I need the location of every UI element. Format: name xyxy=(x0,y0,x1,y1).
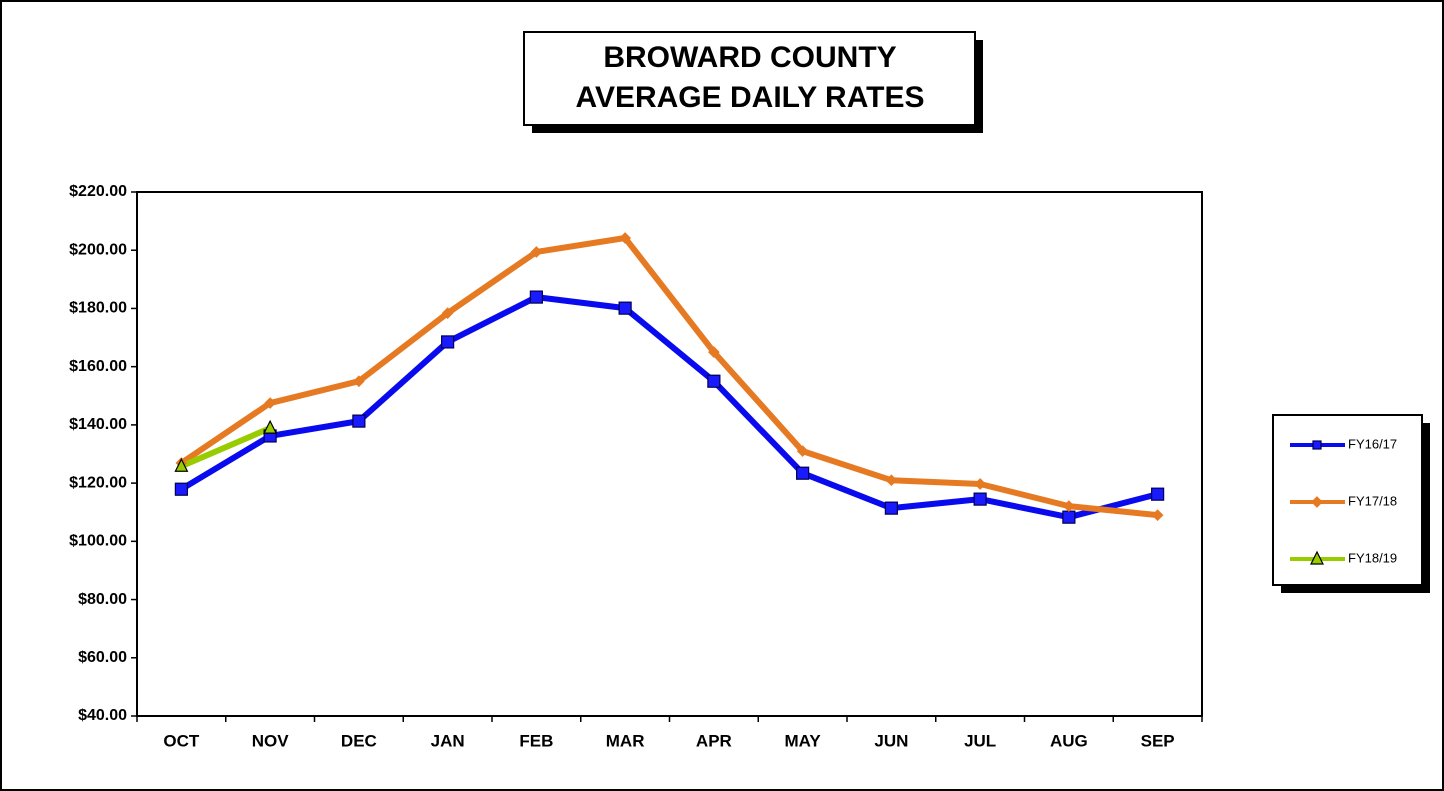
y-tick-label: $120.00 xyxy=(69,474,127,491)
legend-label: FY18/19 xyxy=(1348,550,1397,565)
x-tick-label: MAY xyxy=(785,731,822,750)
legend-marker xyxy=(1312,440,1322,450)
x-tick-label: APR xyxy=(696,731,732,750)
y-tick-label: $60.00 xyxy=(78,649,127,666)
data-point xyxy=(796,445,809,457)
y-tick-label: $140.00 xyxy=(69,416,127,433)
y-tick-label: $200.00 xyxy=(69,241,127,258)
series-line xyxy=(179,234,1158,519)
data-point xyxy=(530,246,543,258)
x-tick-label: NOV xyxy=(252,731,290,750)
data-point xyxy=(796,466,810,480)
data-point xyxy=(174,457,189,472)
y-tick-label: $160.00 xyxy=(69,358,127,375)
data-point xyxy=(974,478,986,490)
x-tick-label: AUG xyxy=(1050,731,1088,750)
data-point xyxy=(708,346,720,358)
x-tick-label: JUL xyxy=(964,731,996,750)
data-point xyxy=(441,335,455,349)
x-tick-label: JAN xyxy=(431,731,465,750)
y-tick-label: $80.00 xyxy=(78,591,127,608)
x-tick-label: SEP xyxy=(1141,731,1175,750)
data-point xyxy=(264,397,276,409)
data-point xyxy=(441,307,454,319)
data-point xyxy=(1151,509,1164,521)
series-line xyxy=(179,294,1159,521)
data-point xyxy=(973,492,987,506)
chart-title: BROWARD COUNTY xyxy=(603,41,896,74)
data-point xyxy=(353,375,365,388)
x-tick-label: OCT xyxy=(163,731,200,750)
data-point xyxy=(1062,510,1076,524)
y-tick-label: $220.00 xyxy=(69,183,127,200)
data-point xyxy=(707,374,721,388)
plot-area xyxy=(136,191,1203,717)
series-line xyxy=(180,425,272,469)
y-tick-label: $100.00 xyxy=(69,533,127,550)
data-point xyxy=(884,501,898,515)
data-point xyxy=(618,301,632,315)
legend-label: FY16/17 xyxy=(1348,436,1397,451)
x-tick-label: DEC xyxy=(341,731,377,750)
data-point xyxy=(1063,500,1075,512)
legend-label: FY17/18 xyxy=(1348,493,1397,508)
title-box xyxy=(523,31,976,126)
data-point xyxy=(352,414,366,428)
x-tick-label: MAR xyxy=(606,731,645,750)
y-tick-label: $40.00 xyxy=(78,707,127,724)
data-point xyxy=(529,290,543,304)
data-point xyxy=(174,482,188,496)
data-point xyxy=(885,474,898,487)
x-tick-label: JUN xyxy=(874,731,908,750)
data-point xyxy=(1151,487,1165,501)
y-tick-label: $180.00 xyxy=(69,300,127,317)
chart-title: AVERAGE DAILY RATES xyxy=(576,81,925,114)
x-tick-label: FEB xyxy=(519,731,553,750)
data-point xyxy=(619,232,631,244)
data-point xyxy=(263,419,278,434)
legend-marker xyxy=(1311,496,1323,508)
legend-marker xyxy=(1310,550,1324,565)
